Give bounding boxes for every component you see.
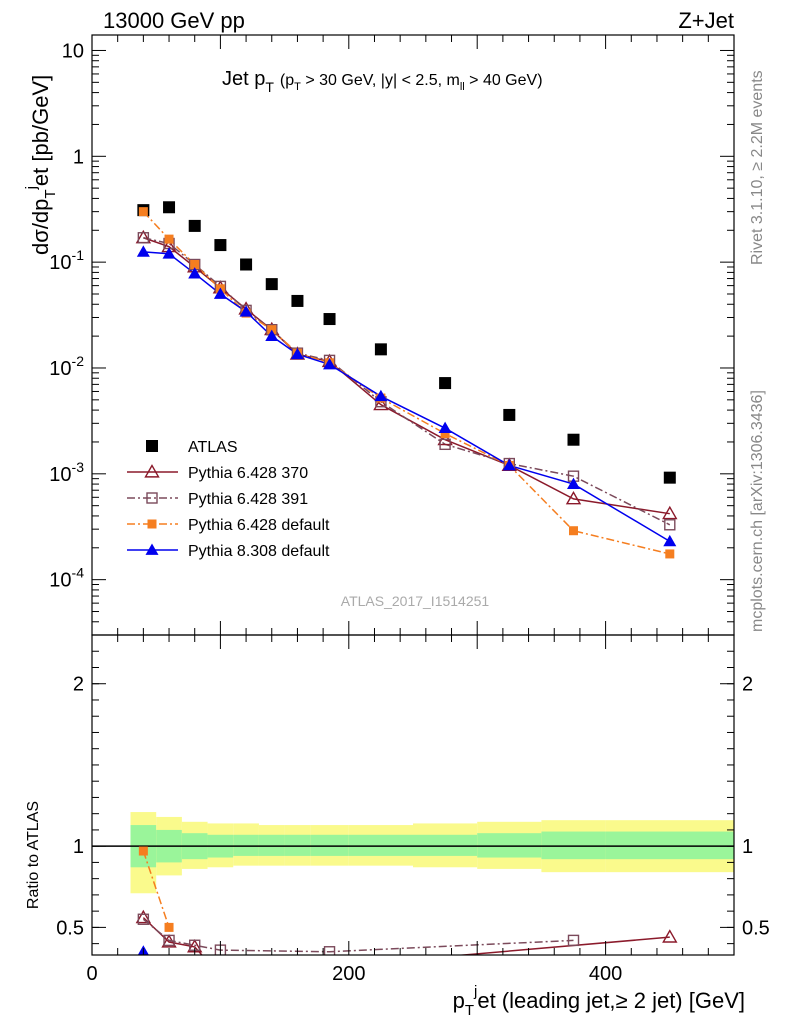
- pythia-6-428-default-point: [138, 207, 148, 217]
- pythia-6-428-391-ratio-point: [163, 934, 175, 947]
- legend-marker: [146, 440, 158, 452]
- rivet-label: Rivet 3.1.10, ≥ 2.2M events: [749, 70, 766, 265]
- legend-marker: [147, 519, 157, 529]
- pythia-8-308-default-point: [188, 267, 202, 279]
- inner-band-bin: [541, 831, 606, 860]
- y-tick-label: 10-3: [49, 459, 84, 486]
- inner-band-bin: [310, 834, 349, 856]
- ratio-y-tick-label: 2: [73, 674, 84, 696]
- pythia-6-428-default-ratio-line: [142, 850, 170, 928]
- pythia-6-428-default-point: [164, 234, 174, 244]
- atlas-point: [188, 219, 201, 232]
- inner-band-bin: [477, 833, 542, 858]
- atlas-point: [265, 278, 278, 291]
- inner-band-bin: [605, 831, 734, 860]
- mcplots-label: mcplots.cern.ch [arXiv:1306.3436]: [749, 390, 766, 632]
- pythia-8-308-default-point: [663, 534, 677, 547]
- ratio-y-tick-label-right: 0.5: [742, 917, 770, 939]
- y-tick-label: 10-2: [49, 353, 84, 380]
- axes: 10 1 10-1 10-2 10-3 10-4 0.5 0.5 1 1 2 2 0 200 400: [49, 34, 770, 985]
- legend-marker: [145, 543, 159, 555]
- legend-label: Pythia 6.428 default: [188, 517, 330, 534]
- legend-label: ATLAS: [188, 439, 238, 456]
- atlas-point: [663, 471, 676, 484]
- legend: ATLAS Pythia 6.428 370 Pythia 6.428 391 Pyt…: [127, 439, 330, 560]
- pythia-8-308-default-point: [239, 305, 253, 317]
- pythia-6-428-default-point: [440, 429, 450, 439]
- atlas-point: [439, 377, 452, 390]
- pythia-8-308-default-point: [502, 458, 516, 471]
- process-label: Z+Jet: [678, 8, 734, 33]
- ratio-y-tick-label: 1: [73, 836, 84, 858]
- pythia-6-428-391-ratio-point: [567, 934, 580, 947]
- pythia-6-428-391-point: [439, 438, 451, 451]
- atlas-point: [323, 313, 336, 326]
- inner-band-bin: [284, 834, 311, 856]
- ratio-y-tick-label-right: 2: [742, 674, 753, 696]
- atlas-point: [567, 433, 580, 446]
- pythia-6-428-370-ratio-point: [214, 970, 227, 981]
- pythia-6-428-default-point: [665, 549, 675, 559]
- pythia-6-428-391-ratio-point: [323, 946, 336, 955]
- uncertainty-bands: [92, 812, 734, 894]
- pythia-8-308-default-point: [374, 389, 388, 402]
- ratio-frame: [91, 634, 735, 956]
- legend-label: Pythia 6.428 370: [188, 465, 308, 482]
- pythia-6-428-370-point: [373, 396, 389, 411]
- x-tick-label: 400: [589, 963, 622, 985]
- inner-band-bin: [258, 834, 285, 856]
- collision-label: 13000 GeV pp: [103, 8, 245, 33]
- legend-label: Pythia 8.308 default: [188, 543, 330, 560]
- ratio-y-tick-label: 0.5: [56, 917, 84, 939]
- atlas-point: [503, 408, 516, 421]
- atlas-point: [214, 239, 227, 252]
- atlas-point: [291, 294, 304, 307]
- pythia-6-428-370-point: [565, 490, 582, 505]
- pythia-6-428-370-ratio-point: [662, 929, 678, 943]
- pythia-8-308-default-point: [213, 287, 227, 299]
- pythia-6-428-391-ratio-point: [137, 913, 150, 925]
- pythia-8-308-default-point: [162, 247, 176, 259]
- pythia-6-428-default-ratio-point: [164, 922, 174, 932]
- ratio-y-tick-label-right: 1: [742, 836, 753, 858]
- inner-band-bin: [233, 834, 259, 856]
- pythia-6-428-370-point: [662, 505, 678, 520]
- pythia-8-308-default-point: [438, 421, 452, 434]
- atlas-point: [163, 201, 176, 214]
- legend-marker: [144, 464, 160, 478]
- pythia-8-308-default-point: [323, 357, 337, 370]
- atlas-point: [374, 343, 387, 356]
- y-axis-label: dσ/dpTjet [pb/GeV]: [23, 75, 59, 255]
- y-tick-label: 1: [73, 146, 84, 168]
- pythia-6-428-391-point: [664, 519, 676, 531]
- plot-title: Jet pT (pT > 30 GeV, |y| < 2.5, mll > 40 …: [222, 68, 543, 95]
- pythia-8-308-default-point: [290, 347, 304, 360]
- y-tick-label: 10-4: [49, 565, 84, 592]
- data-markers: [135, 201, 678, 981]
- x-tick-label: 200: [332, 963, 365, 985]
- y-tick-label: 10: [62, 40, 84, 62]
- legend-label: Pythia 6.428 391: [188, 491, 308, 508]
- inner-band-bin: [413, 834, 478, 856]
- x-axis-label: pTjet (leading jet,≥ 2 jet) [GeV]: [453, 983, 745, 1019]
- analysis-watermark: ATLAS_2017_I1514251: [341, 593, 490, 609]
- pythia-8-308-default-point: [136, 245, 150, 257]
- pythia-8-308-default-point: [567, 477, 580, 489]
- y-tick-label: 10-1: [49, 247, 84, 274]
- legend-marker: [146, 492, 158, 504]
- pythia-6-428-391-ratio-line: [142, 918, 574, 953]
- pythia-6-428-default-point: [569, 526, 578, 536]
- pythia-6-428-370-ratio-point: [135, 909, 152, 924]
- ratio-axis-label: Ratio to ATLAS: [25, 801, 42, 909]
- pythia-8-308-default-point: [265, 329, 279, 341]
- pythia-6-428-default-point: [190, 260, 200, 270]
- x-tick-label: 0: [86, 963, 97, 985]
- pythia-6-428-default-ratio-point: [138, 846, 148, 856]
- inner-band-bin: [348, 834, 413, 856]
- atlas-point: [240, 258, 253, 271]
- pythia-6-428-391-point: [137, 232, 150, 244]
